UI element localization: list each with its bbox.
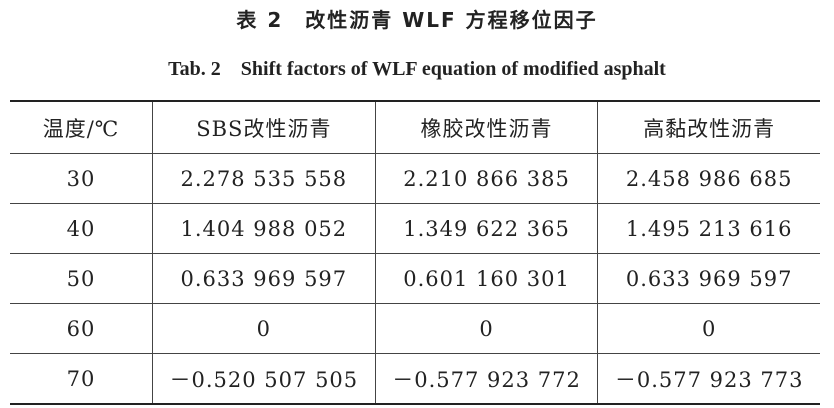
table-cell: －0.520 507 505 <box>152 353 376 405</box>
table-cell: 30 <box>10 153 153 204</box>
title-cn: 表 2 改性沥青 WLF 方程移位因子 <box>236 8 598 32</box>
table-cell: 0 <box>597 303 820 354</box>
table-cell: 60 <box>10 303 153 354</box>
data-table: 温度/℃ SBS改性沥青 橡胶改性沥青 高黏改性沥青 30 2.278 535 558 2.… <box>10 100 820 405</box>
table-row: 40 1.404 988 052 1.349 622 365 1.495 213 61… <box>10 203 820 254</box>
table-row: 50 0.633 969 597 0.601 160 301 0.633 969 59… <box>10 253 820 304</box>
table-cell: －0.577 923 773 <box>597 353 820 405</box>
table-cell: 1.349 622 365 <box>374 203 598 254</box>
table-cell: 0.601 160 301 <box>374 253 598 304</box>
table-row: 60 0 0 0 <box>10 303 820 354</box>
table-cell: 2.458 986 685 <box>597 153 820 204</box>
column-header: 橡胶改性沥青 <box>374 101 598 154</box>
table-cell: 2.210 866 385 <box>374 153 598 204</box>
table-cell: 0.633 969 597 <box>152 253 376 304</box>
table-row: 70 －0.520 507 505 －0.577 923 772 －0.577 923… <box>10 353 820 405</box>
table-cell: 0.633 969 597 <box>597 253 820 304</box>
table-cell: －0.577 923 772 <box>374 353 598 405</box>
table-cell: 50 <box>10 253 153 304</box>
column-header: SBS改性沥青 <box>152 101 376 154</box>
title-en: Tab. 2 Shift factors of WLF equation of … <box>168 58 666 80</box>
table-cell: 40 <box>10 203 153 254</box>
column-header: 高黏改性沥青 <box>597 101 820 154</box>
column-header: 温度/℃ <box>10 101 153 154</box>
table-cell: 70 <box>10 353 153 405</box>
table-row: 30 2.278 535 558 2.210 866 385 2.458 986 68… <box>10 153 820 204</box>
table-cell: 1.404 988 052 <box>152 203 376 254</box>
table-cell: 2.278 535 558 <box>152 153 376 204</box>
table-cell: 0 <box>374 303 598 354</box>
table-cell: 0 <box>152 303 376 354</box>
header-row: 温度/℃ SBS改性沥青 橡胶改性沥青 高黏改性沥青 <box>10 101 820 154</box>
table-cell: 1.495 213 616 <box>597 203 820 254</box>
